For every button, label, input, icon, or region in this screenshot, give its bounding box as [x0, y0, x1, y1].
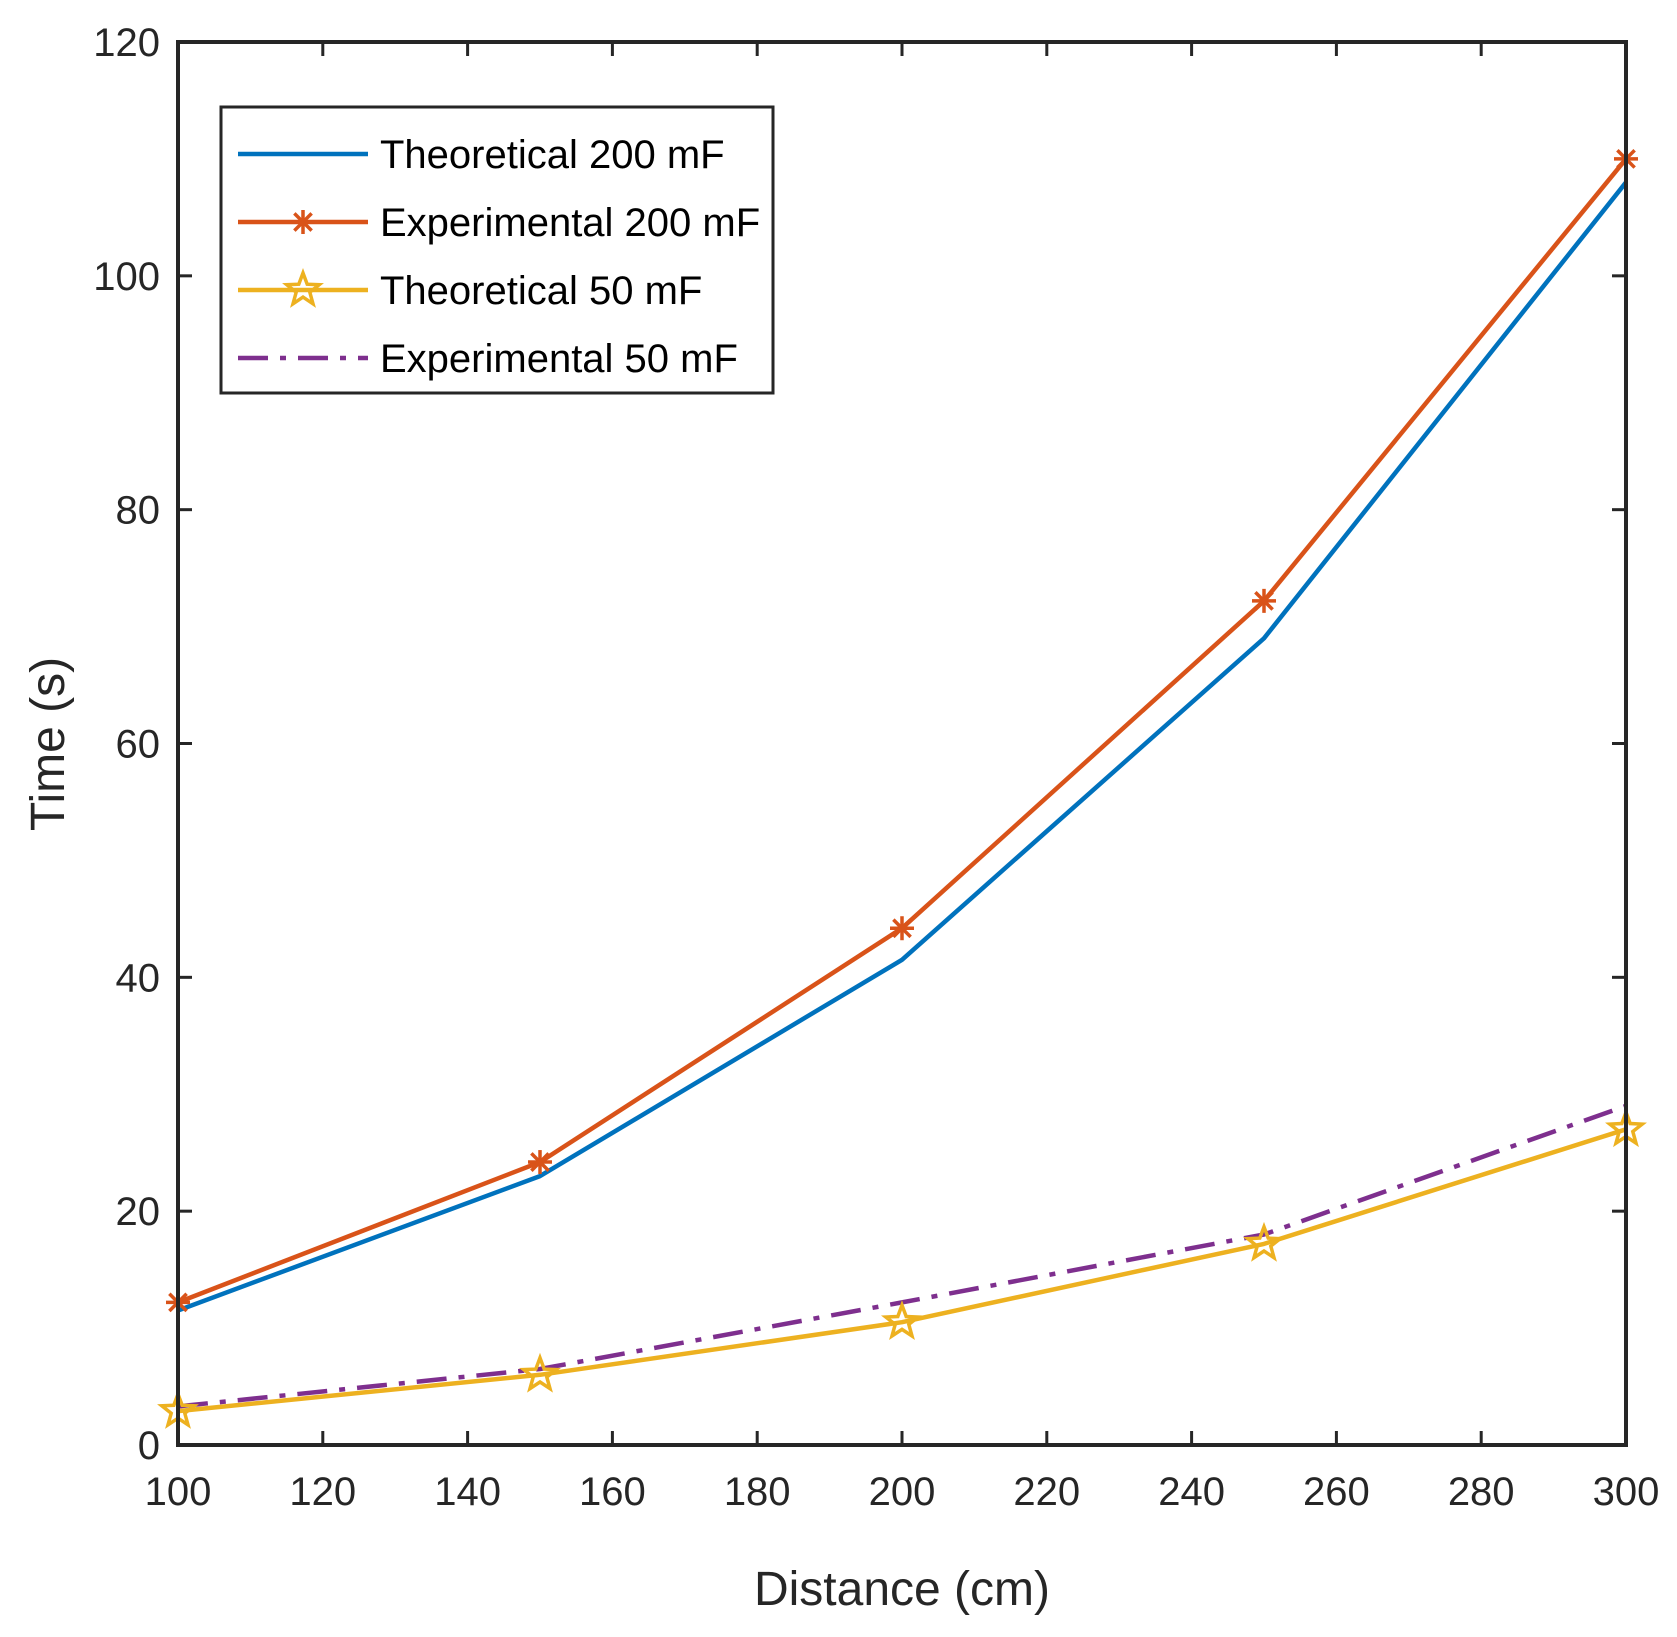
legend-label-theoretical-200-mf: Theoretical 200 mF [380, 133, 725, 177]
y-tick-label: 40 [116, 956, 161, 1000]
y-axis-title: Time (s) [22, 657, 75, 831]
y-tick-label: 80 [116, 489, 161, 533]
x-tick-label: 240 [1158, 1470, 1225, 1514]
data-point-experimental-200-mf [1252, 588, 1276, 613]
x-tick-label: 260 [1303, 1470, 1370, 1514]
x-tick-label: 300 [1593, 1470, 1660, 1514]
axes-frame [176, 40, 1628, 1447]
x-tick-label: 120 [289, 1470, 356, 1514]
y-tick-label: 100 [93, 255, 160, 299]
series-line-theoretical-50-mf [177, 1127, 1627, 1414]
legend: Theoretical 200 mF Experimental 200 mF The… [219, 105, 775, 395]
y-tick-label: 120 [93, 21, 160, 65]
x-tick-label: 280 [1448, 1470, 1515, 1514]
data-point-experimental-200-mf [890, 916, 914, 941]
legend-label-experimental-200-mf: Experimental 200 mF [380, 201, 760, 245]
x-tick-label: 160 [579, 1470, 646, 1514]
legend-label-experimental-50-mf: Experimental 50 mF [380, 337, 738, 381]
x-tick-label: 140 [434, 1470, 501, 1514]
x-tick-label: 220 [1013, 1470, 1080, 1514]
data-point-theoretical-50-mf [1243, 1221, 1285, 1262]
data-point-theoretical-50-mf [880, 1300, 924, 1341]
y-tick-label: 0 [138, 1424, 160, 1468]
x-tick-label: 100 [145, 1470, 212, 1514]
data-point-experimental-200-mf [528, 1150, 552, 1175]
y-tick-label: 60 [116, 723, 161, 767]
legend-marker-experimental-200-mf [291, 210, 315, 234]
data-point-theoretical-50-mf [519, 1352, 561, 1393]
series-line-theoretical-200-mf [177, 180, 1628, 1313]
x-tick-label: 180 [724, 1470, 791, 1514]
legend-label-theoretical-50-mf: Theoretical 50 mF [380, 269, 702, 313]
x-axis-title: Distance (cm) [754, 1563, 1050, 1616]
x-tick-label: 200 [869, 1470, 936, 1514]
y-tick-label: 20 [116, 1190, 161, 1234]
x-axis-ticks: 100 120 140 160 180 200 220 240 260 280 300 [145, 42, 1660, 1514]
legend-marker-theoretical-50-mf [282, 268, 324, 308]
y-axis-ticks: 0 20 40 60 80 100 120 [93, 21, 1626, 1468]
